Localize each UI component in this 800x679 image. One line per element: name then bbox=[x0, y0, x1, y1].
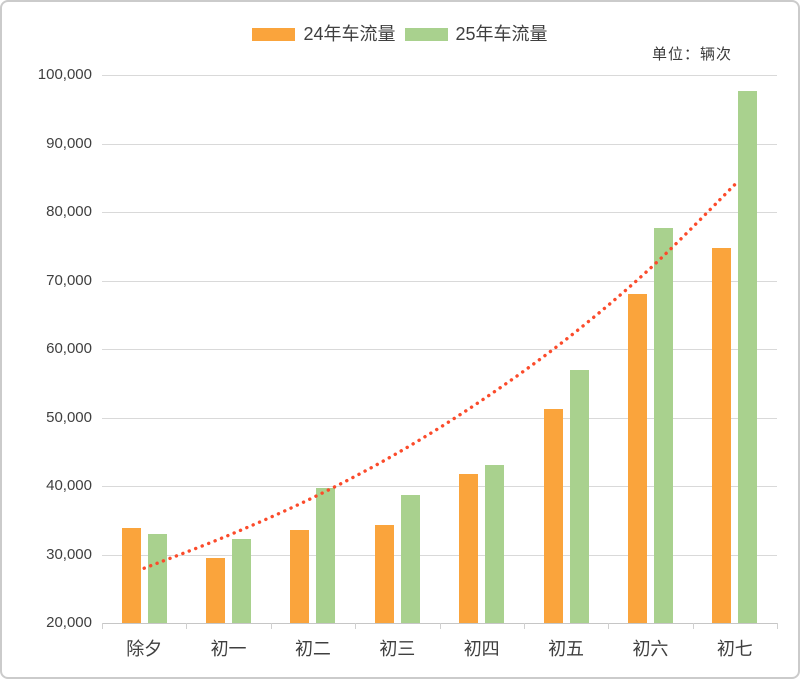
gridline bbox=[102, 280, 777, 282]
x-axis-tick bbox=[186, 623, 188, 629]
bar-series1-4 bbox=[485, 464, 505, 623]
x-axis-tick bbox=[270, 623, 272, 629]
legend-label-25: 25年车流量 bbox=[455, 24, 548, 44]
x-axis-label: 初五 bbox=[548, 639, 585, 659]
x-axis-labels: 除夕 初一 初二 初三 初四 初五 初六 初七 bbox=[102, 635, 777, 661]
y-axis-labels: 100,000 90,000 80,000 70,000 60,000 50,000 40,… bbox=[2, 67, 92, 631]
legend: 24年车流量 25年车流量 bbox=[2, 24, 798, 44]
bar-series0-5 bbox=[543, 409, 563, 623]
x-axis-tick bbox=[355, 623, 357, 629]
gridline bbox=[102, 486, 777, 487]
x-axis-label: 初六 bbox=[632, 639, 669, 659]
y-axis-label: 40,000 bbox=[46, 477, 92, 494]
bar-series0-2 bbox=[290, 529, 310, 623]
bar-series0-1 bbox=[206, 557, 226, 623]
plot-area bbox=[102, 75, 778, 629]
bar-series0-4 bbox=[459, 474, 479, 623]
bar-series0-0 bbox=[121, 527, 141, 623]
bar-series1-3 bbox=[400, 494, 420, 623]
x-axis-label: 初二 bbox=[294, 639, 331, 659]
y-axis-label: 30,000 bbox=[46, 545, 92, 563]
bar-series0-6 bbox=[627, 293, 647, 623]
bar-series0-3 bbox=[374, 525, 394, 623]
bar-series1-6 bbox=[653, 227, 673, 623]
legend-item-24: 24年车流量 bbox=[252, 24, 396, 44]
bar-series0-7 bbox=[712, 247, 732, 623]
bar-series1-2 bbox=[316, 488, 336, 623]
gridline bbox=[102, 212, 777, 213]
x-axis-tick bbox=[608, 623, 610, 629]
x-axis-label: 初一 bbox=[210, 639, 247, 659]
legend-label-24: 24年车流量 bbox=[303, 24, 396, 44]
unit-label: 单位：辆次 bbox=[651, 46, 732, 63]
gridline bbox=[102, 75, 777, 76]
x-axis-label: 初四 bbox=[463, 639, 500, 659]
y-axis-label: 100,000 bbox=[37, 66, 92, 83]
bar-series1-0 bbox=[147, 533, 167, 623]
y-axis-label: 20,000 bbox=[46, 614, 92, 631]
bar-series1-7 bbox=[738, 90, 758, 623]
x-axis-tick bbox=[102, 623, 103, 629]
x-axis-tick bbox=[439, 623, 441, 629]
y-axis-label: 70,000 bbox=[46, 271, 92, 289]
bar-series1-1 bbox=[232, 539, 252, 623]
x-axis-label: 除夕 bbox=[126, 639, 163, 659]
x-axis-tick bbox=[777, 623, 778, 629]
legend-swatch-24 bbox=[252, 27, 296, 41]
x-axis-label: 初三 bbox=[379, 639, 416, 659]
y-axis-label: 80,000 bbox=[46, 203, 92, 220]
y-axis-label: 50,000 bbox=[46, 408, 92, 426]
bar-series1-5 bbox=[569, 370, 589, 623]
gridline bbox=[102, 143, 777, 145]
y-axis-label: 90,000 bbox=[46, 134, 92, 152]
legend-item-25: 25年车流量 bbox=[404, 24, 548, 44]
gridline bbox=[102, 554, 777, 556]
gridline bbox=[102, 349, 777, 350]
x-axis-tick bbox=[523, 623, 525, 629]
y-axis-label: 60,000 bbox=[46, 340, 92, 357]
legend-swatch-25 bbox=[404, 27, 448, 41]
x-axis-label: 初七 bbox=[716, 639, 753, 659]
x-axis-tick bbox=[692, 623, 694, 629]
gridline bbox=[102, 417, 777, 419]
